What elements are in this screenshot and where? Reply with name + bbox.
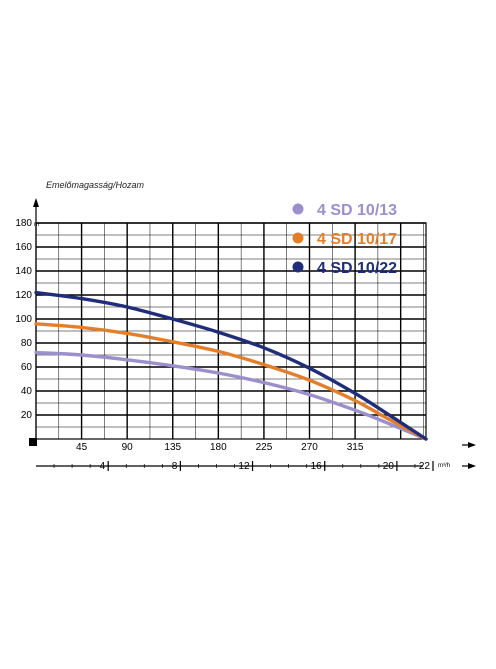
y-tick-label: 80 bbox=[21, 338, 33, 349]
x-tick-label: 180 bbox=[210, 442, 227, 453]
x-tick-label: 270 bbox=[301, 442, 318, 453]
x2-unit-label: m³/h bbox=[438, 463, 450, 469]
legend-marker-2 bbox=[292, 232, 304, 244]
legend-marker-3 bbox=[292, 261, 304, 273]
x-tick-label: 225 bbox=[256, 442, 273, 453]
x2-tick-label: 22 bbox=[419, 461, 431, 472]
x2-tick-label: 20 bbox=[383, 461, 395, 472]
series-line-2 bbox=[34, 322, 428, 441]
series-lines bbox=[34, 290, 428, 441]
y-unit-label: m bbox=[34, 222, 39, 228]
x2-axis-arrow-icon bbox=[468, 463, 476, 469]
origin-square bbox=[29, 438, 37, 446]
y-tick-label: 20 bbox=[21, 410, 33, 421]
x-tick-label: 135 bbox=[164, 442, 181, 453]
y-tick-label: 120 bbox=[15, 290, 32, 301]
x2-tick-label: 12 bbox=[238, 461, 250, 472]
x-axis-arrow-icon bbox=[468, 442, 476, 448]
legend: 4 SD 10/13 4 SD 10/17 4 SD 10/22 bbox=[292, 202, 397, 277]
x2-tick-label: 8 bbox=[172, 461, 178, 472]
y-tick-label: 160 bbox=[15, 242, 32, 253]
y-tick-label: 180 bbox=[15, 218, 32, 229]
axis-labels: Emelőmagasság/Hozam bbox=[46, 180, 145, 190]
series-line-3 bbox=[34, 290, 428, 441]
y-axis-arrow-icon bbox=[33, 198, 39, 207]
y-tick-label: 40 bbox=[21, 386, 33, 397]
x-tick-label: 315 bbox=[347, 442, 364, 453]
legend-label-1: 4 SD 10/13 bbox=[317, 202, 397, 219]
series-line-1 bbox=[34, 350, 428, 441]
chart-title: Emelőmagasság/Hozam bbox=[46, 180, 145, 190]
x-tick-label: 45 bbox=[76, 442, 88, 453]
y-tick-label: 140 bbox=[15, 266, 32, 277]
x2-tick-label: 16 bbox=[311, 461, 323, 472]
legend-label-3: 4 SD 10/22 bbox=[317, 260, 397, 277]
grid bbox=[35, 222, 427, 440]
y-tick-label: 60 bbox=[21, 362, 33, 373]
x-tick-label: 90 bbox=[122, 442, 134, 453]
x2-tick-label: 4 bbox=[100, 461, 106, 472]
legend-label-2: 4 SD 10/17 bbox=[317, 231, 397, 248]
legend-marker-1 bbox=[292, 203, 304, 215]
y-tick-label: 100 bbox=[15, 314, 32, 325]
